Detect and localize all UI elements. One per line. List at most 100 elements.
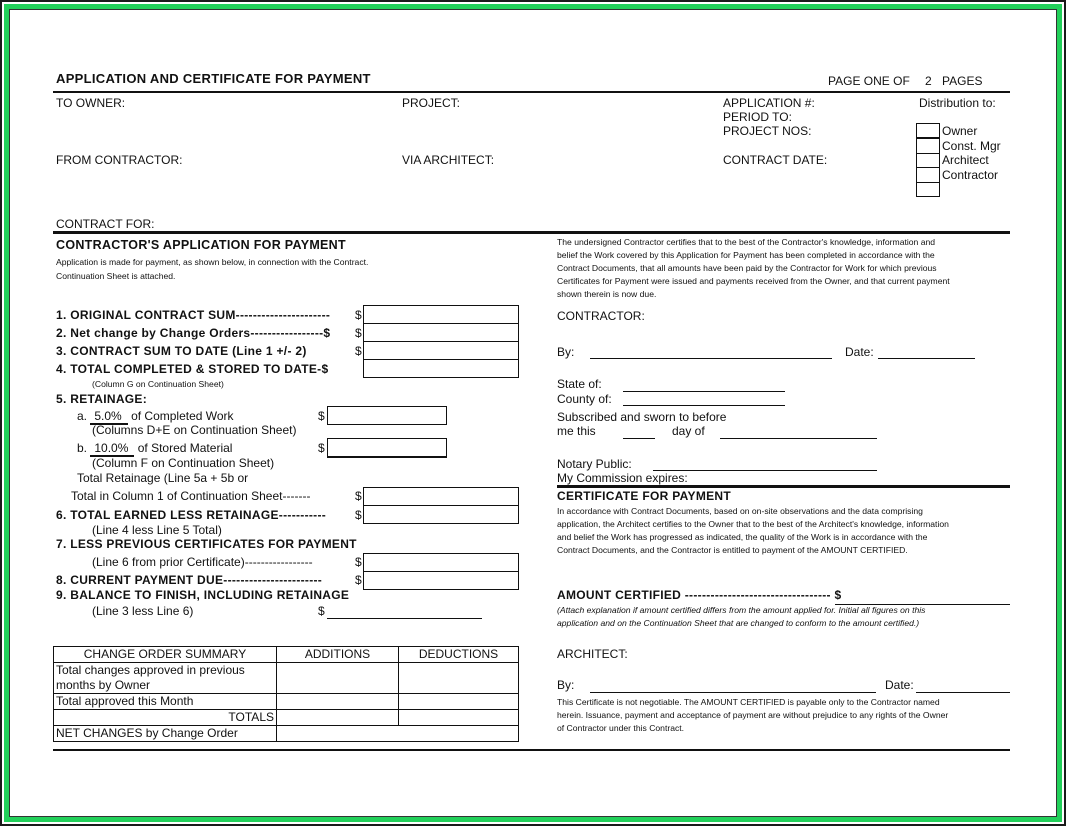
- architect-date-line[interactable]: [916, 692, 1010, 693]
- line5b-input[interactable]: [327, 438, 447, 458]
- line5b-percent[interactable]: 10.0%: [90, 441, 135, 457]
- total-retainage-input[interactable]: [363, 487, 519, 506]
- line5a-prefix: a.: [77, 409, 88, 423]
- line1-input[interactable]: [363, 305, 519, 324]
- application-no-label: APPLICATION #:: [723, 96, 815, 110]
- table-row: Total approved this Month: [53, 693, 519, 710]
- notary-label: Notary Public:: [557, 457, 632, 471]
- application-intro: Application is made for payment, as show…: [56, 257, 369, 267]
- to-owner-label: TO OWNER:: [56, 96, 126, 110]
- line3-input[interactable]: [363, 341, 519, 360]
- line7-note: (Line 6 from prior Certificate)---------…: [92, 555, 313, 569]
- dollar-sign: $: [355, 308, 362, 322]
- line5a-note: (Columns D+E on Continuation Sheet): [92, 423, 297, 437]
- line6-label: 6. TOTAL EARNED LESS RETAINAGE----------…: [56, 508, 327, 522]
- line7-input[interactable]: [363, 553, 519, 572]
- distribution-checkbox-blank[interactable]: [916, 182, 940, 197]
- column-header: ADDITIONS: [276, 646, 399, 663]
- distribution-label: Distribution to:: [919, 96, 996, 110]
- line5a-row: a. 5.0% of Completed Work: [77, 409, 234, 425]
- dollar-sign: $: [355, 573, 362, 587]
- line5b-row: b. 10.0% of Stored Material: [77, 441, 233, 457]
- table-header-row: CHANGE ORDER SUMMARY ADDITIONS DEDUCTION…: [53, 646, 519, 663]
- line4-label: 4. TOTAL COMPLETED & STORED TO DATE-$: [56, 362, 329, 376]
- deductions-cell[interactable]: [398, 662, 519, 694]
- table-row: Total changes approved in previous month…: [53, 662, 519, 694]
- line5a-percent[interactable]: 5.0%: [90, 409, 128, 425]
- day-line[interactable]: [623, 438, 655, 439]
- total-retainage-label: Total Retainage (Line 5a + 5b or: [77, 471, 249, 485]
- distribution-checkbox-contractor[interactable]: [916, 167, 940, 183]
- architect-signature-line[interactable]: [590, 692, 876, 693]
- line2-input[interactable]: [363, 323, 519, 342]
- certification-para: shown therein is now due.: [557, 289, 657, 299]
- dollar-sign: $: [318, 441, 325, 455]
- line8-input[interactable]: [363, 571, 519, 590]
- section-divider: [53, 231, 1010, 234]
- from-contractor-label: FROM CONTRACTOR:: [56, 153, 183, 167]
- certificate-para: Contract Documents, and the Contractor i…: [557, 545, 908, 555]
- distribution-checkbox-owner[interactable]: [916, 123, 940, 139]
- contractor-date-line[interactable]: [878, 358, 975, 359]
- contract-date-label: CONTRACT DATE:: [723, 153, 828, 167]
- month-line[interactable]: [720, 438, 877, 439]
- via-architect-label: VIA ARCHITECT:: [402, 153, 495, 167]
- amount-note: (Attach explanation if amount certified …: [557, 605, 926, 615]
- contractor-signature-line[interactable]: [590, 358, 832, 359]
- distribution-checkbox-architect[interactable]: [916, 153, 940, 168]
- net-changes-cell[interactable]: [276, 725, 519, 742]
- bottom-divider: [53, 749, 1010, 751]
- day-of-label: day of: [672, 424, 705, 438]
- additions-cell[interactable]: [276, 662, 399, 694]
- page-count: 2: [925, 74, 932, 88]
- contract-for-label: CONTRACT FOR:: [56, 217, 155, 231]
- architect-label: ARCHITECT:: [557, 647, 628, 661]
- state-label: State of:: [557, 377, 602, 391]
- line9-input[interactable]: [327, 618, 482, 619]
- period-to-label: PERIOD TO:: [723, 110, 792, 124]
- line9-note: (Line 3 less Line 6): [92, 604, 194, 618]
- disclaimer: herein. Issuance, payment and acceptance…: [557, 710, 949, 720]
- certificate-heading: CERTIFICATE FOR PAYMENT: [557, 489, 732, 503]
- distribution-contractor: Contractor: [942, 168, 999, 182]
- by-label: By:: [557, 678, 575, 692]
- additions-cell[interactable]: [276, 693, 399, 710]
- certification-para: Certificates for Payment were issued and…: [557, 276, 950, 286]
- project-nos-label: PROJECT NOS:: [723, 124, 812, 138]
- line6-input[interactable]: [363, 505, 519, 524]
- amount-certified-line[interactable]: [835, 604, 1010, 605]
- column-header: CHANGE ORDER SUMMARY: [53, 646, 277, 663]
- notary-line[interactable]: [653, 470, 877, 471]
- county-line[interactable]: [623, 405, 785, 406]
- date-label: Date:: [845, 345, 874, 359]
- line4-input[interactable]: [363, 359, 519, 378]
- page-suffix: PAGES: [942, 74, 983, 88]
- certification-para: Contract Documents, that all amounts hav…: [557, 263, 937, 273]
- additions-cell[interactable]: [276, 709, 399, 726]
- disclaimer: of Contractor under this Contract.: [557, 723, 685, 733]
- total-retainage-label-2: Total in Column 1 of Continuation Sheet-…: [71, 489, 311, 503]
- line3-label: 3. CONTRACT SUM TO DATE (Line 1 +/- 2): [56, 344, 307, 358]
- distribution-architect: Architect: [942, 153, 989, 167]
- dollar-sign: $: [318, 604, 325, 618]
- row-label: TOTALS: [53, 709, 277, 726]
- deductions-cell[interactable]: [398, 709, 519, 726]
- line5b-text: of Stored Material: [137, 441, 233, 455]
- table-row: NET CHANGES by Change Order: [53, 725, 519, 742]
- line2-label: 2. Net change by Change Orders----------…: [56, 326, 331, 340]
- certification-para: The undersigned Contractor certifies tha…: [557, 237, 936, 247]
- deductions-cell[interactable]: [398, 693, 519, 710]
- certificate-para: application, the Architect certifies to …: [557, 519, 949, 529]
- state-line[interactable]: [623, 391, 785, 392]
- line6-note: (Line 4 less Line 5 Total): [92, 523, 222, 537]
- column-header: DEDUCTIONS: [398, 646, 519, 663]
- contractor-label: CONTRACTOR:: [557, 309, 645, 323]
- line5a-input[interactable]: [327, 406, 447, 425]
- commission-label: My Commission expires:: [557, 471, 688, 485]
- divider: [53, 91, 1010, 93]
- page-prefix: PAGE ONE OF: [828, 74, 910, 88]
- line9-label: 9. BALANCE TO FINISH, INCLUDING RETAINAG…: [56, 588, 350, 602]
- distribution-checkbox-const-mgr[interactable]: [916, 138, 940, 154]
- by-label: By:: [557, 345, 575, 359]
